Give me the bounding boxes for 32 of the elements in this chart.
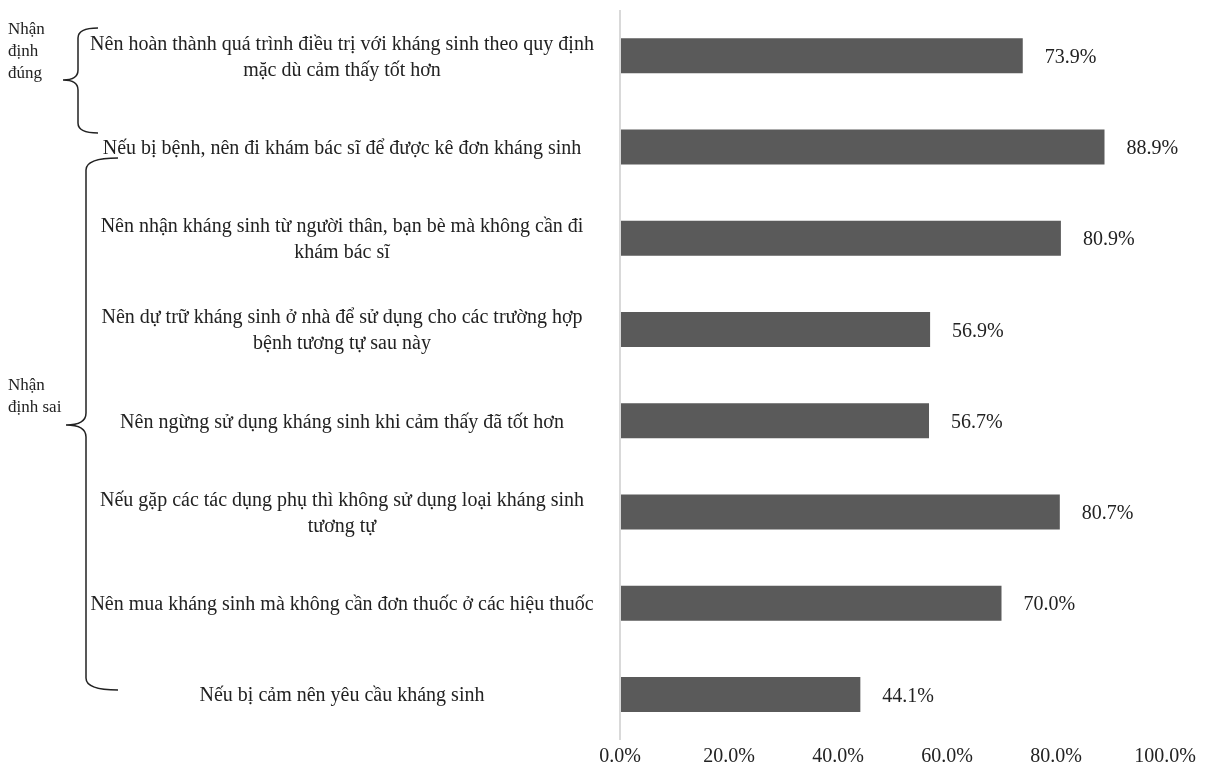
- y-tick-label: Nên nhận kháng sinh từ người thân, bạn bè mà không cần đi khám bác sĩ: [99, 213, 585, 265]
- y-tick-label: Nếu gặp các tác dụng phụ thì không sử dụng loại kháng sinh tương tự: [98, 486, 586, 538]
- data-label: 56.9%: [952, 318, 1004, 341]
- x-tick-label: 60.0%: [921, 744, 973, 767]
- bar: [620, 494, 1060, 530]
- y-tick-label: Nếu bị bệnh, nên đi khám bác sĩ để được kê đơn kháng sinh: [102, 134, 582, 160]
- data-label: 88.9%: [1126, 136, 1179, 159]
- bar: [620, 220, 1061, 256]
- x-tick-label: 80.0%: [1030, 744, 1082, 767]
- x-tick-label: 0.0%: [599, 744, 641, 767]
- bar: [620, 585, 1002, 621]
- bar: [620, 312, 931, 348]
- y-tick-label: Nên ngừng sử dụng kháng sinh khi cảm thấy đã tốt hơn: [120, 408, 564, 434]
- bar: [620, 129, 1105, 165]
- y-tick-label: Nên dự trữ kháng sinh ở nhà để sử dụng cho các trường hợp bệnh tương tự sau này: [100, 304, 584, 356]
- text: Nhận định đúng: [8, 18, 46, 84]
- data-label: 80.9%: [1082, 227, 1135, 250]
- data-label: 44.1%: [882, 683, 935, 706]
- data-label: 80.7%: [1081, 501, 1134, 524]
- y-tick-label: Nên hoàn thành quá trình điều trị với kháng sinh theo quy định mặc dù cảm thấy tốt hơn: [89, 30, 595, 82]
- bar: [620, 38, 1023, 74]
- y-tick-label: Nên mua kháng sinh mà không cần đơn thuốc ở các hiệu thuốc: [90, 591, 594, 617]
- bar: [620, 677, 861, 713]
- y-tick-label: Nếu bị cảm nên yêu cầu kháng sinh: [199, 682, 485, 708]
- data-label: 70.0%: [1023, 592, 1076, 615]
- x-tick-label: 40.0%: [812, 744, 864, 767]
- text: Nhận định sai: [8, 374, 63, 418]
- data-label: 56.7%: [951, 409, 1003, 432]
- x-tick-label: 100.0%: [1134, 744, 1196, 767]
- data-label: 73.9%: [1044, 44, 1097, 67]
- bar: [620, 403, 930, 439]
- x-tick-label: 20.0%: [703, 744, 755, 767]
